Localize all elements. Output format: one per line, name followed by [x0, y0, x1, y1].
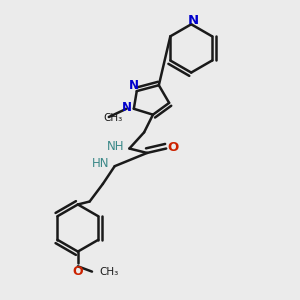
Text: N: N	[188, 14, 199, 27]
Text: N: N	[129, 79, 139, 92]
Text: CH₃: CH₃	[99, 267, 119, 277]
Text: O: O	[167, 141, 178, 154]
Text: O: O	[72, 265, 83, 278]
Text: HN: HN	[92, 157, 109, 170]
Text: CH₃: CH₃	[103, 113, 123, 124]
Text: N: N	[122, 101, 131, 114]
Text: NH: NH	[106, 140, 124, 153]
